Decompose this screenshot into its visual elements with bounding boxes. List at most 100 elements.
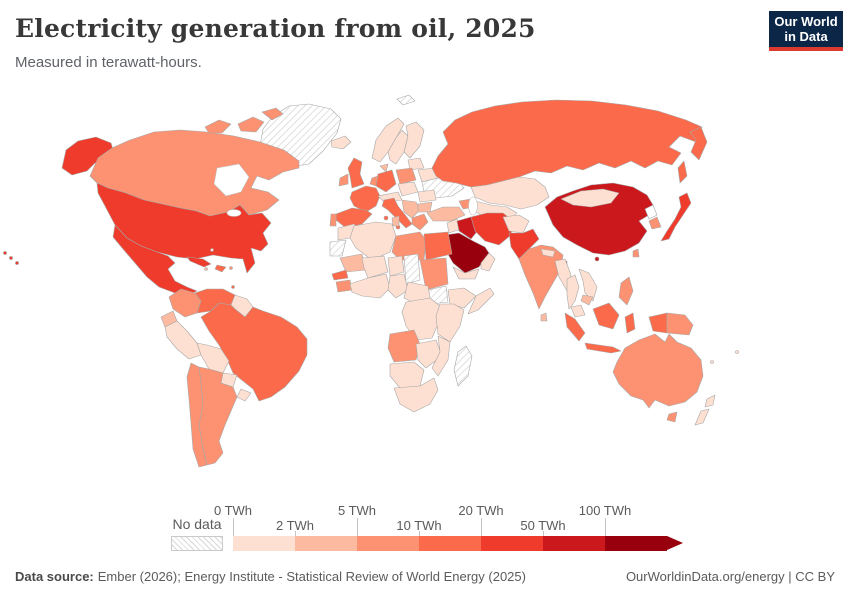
region-indonesia-java[interactable] — [584, 342, 622, 354]
region-cuba[interactable] — [186, 256, 212, 268]
region-papua-new-guinea[interactable] — [666, 312, 694, 336]
region-mozambique[interactable] — [431, 335, 451, 377]
region-nigeria[interactable] — [387, 273, 409, 299]
legend-bin-10-20[interactable] — [419, 536, 481, 551]
region-sakhalin[interactable] — [677, 160, 688, 184]
region-egypt[interactable] — [423, 231, 453, 261]
owid-link[interactable]: OurWorldinData.org/energy | CC BY — [625, 569, 835, 584]
region-cambodia[interactable] — [580, 294, 594, 306]
region-namibia-botswana[interactable] — [389, 361, 425, 389]
region-hispaniola[interactable] — [214, 264, 227, 273]
region-uruguay[interactable] — [236, 388, 252, 402]
region-poland[interactable] — [395, 167, 417, 185]
region-romania[interactable] — [417, 189, 437, 203]
legend-no-data-swatch[interactable] — [171, 536, 223, 551]
legend-bin-20-50[interactable] — [481, 536, 543, 551]
region-iceland[interactable] — [330, 135, 352, 150]
region-india[interactable] — [518, 244, 564, 310]
region-arctic-islands[interactable] — [204, 107, 284, 134]
region-western-sahara[interactable] — [329, 239, 347, 257]
region-madagascar[interactable] — [453, 345, 473, 387]
region-niger[interactable] — [387, 255, 405, 277]
region-uk[interactable] — [347, 157, 365, 189]
owid-logo[interactable]: Our World in Data — [769, 11, 843, 51]
region-turkey[interactable] — [426, 206, 466, 222]
legend-bin-5-10[interactable] — [357, 536, 419, 551]
legend-bin-2-5[interactable] — [295, 536, 357, 551]
region-vietnam-laos[interactable] — [578, 268, 598, 302]
region-west-papua[interactable] — [648, 312, 668, 334]
region-chad[interactable] — [403, 253, 421, 285]
region-czech-hungary[interactable] — [397, 181, 419, 197]
region-tunisia[interactable] — [391, 215, 400, 227]
region-hainan[interactable] — [594, 256, 600, 262]
region-north-korea[interactable] — [644, 204, 658, 220]
region-mali[interactable] — [361, 255, 389, 279]
region-chile[interactable] — [186, 362, 208, 468]
region-zambia[interactable] — [415, 339, 443, 369]
region-indonesia-sumatra[interactable] — [564, 312, 586, 342]
region-new-caledonia[interactable] — [710, 360, 714, 364]
region-finland[interactable] — [403, 121, 425, 159]
region-jamaica[interactable] — [204, 267, 208, 271]
region-sudan[interactable] — [419, 257, 449, 291]
region-yemen[interactable] — [452, 266, 480, 280]
legend-bin-50-100[interactable] — [543, 536, 605, 551]
data-source-text[interactable]: Ember (2026); Energy Institute - Statist… — [97, 569, 526, 584]
region-greece[interactable] — [411, 213, 429, 231]
region-kamchatka[interactable] — [689, 126, 708, 161]
region-south-africa[interactable] — [393, 377, 439, 413]
region-nepal[interactable] — [540, 248, 556, 258]
region-italy[interactable] — [381, 197, 413, 229]
region-bulgaria[interactable] — [417, 201, 433, 213]
region-indonesia-borneo[interactable] — [592, 302, 620, 330]
region-mongolia[interactable] — [560, 188, 620, 208]
region-balkans[interactable] — [401, 199, 421, 219]
region-france[interactable] — [349, 185, 381, 213]
region-thailand[interactable] — [566, 274, 580, 310]
region-angola[interactable] — [387, 329, 421, 363]
region-peru[interactable] — [164, 320, 202, 360]
world-choropleth-map[interactable] — [0, 88, 850, 508]
region-philippines[interactable] — [618, 276, 634, 306]
region-mauritania[interactable] — [339, 253, 367, 273]
region-germany[interactable] — [375, 169, 397, 193]
legend-bin-0-2[interactable] — [233, 536, 295, 551]
region-tasmania[interactable] — [666, 411, 678, 423]
region-trinidad[interactable] — [231, 285, 235, 289]
region-oman[interactable] — [480, 252, 496, 272]
region-spain[interactable] — [335, 207, 373, 229]
region-fiji[interactable] — [735, 350, 739, 354]
region-norway[interactable] — [371, 117, 405, 163]
region-baltics[interactable] — [407, 157, 425, 171]
region-ireland[interactable] — [338, 173, 349, 187]
region-new-zealand-south[interactable] — [694, 408, 710, 426]
region-algeria[interactable] — [349, 221, 397, 261]
region-pakistan[interactable] — [508, 228, 540, 260]
region-sardinia[interactable] — [383, 215, 389, 221]
region-puerto-rico[interactable] — [229, 266, 233, 270]
region-japan[interactable] — [660, 192, 692, 242]
legend-bin-100-plus[interactable] — [605, 536, 667, 551]
region-south-korea[interactable] — [648, 216, 662, 230]
region-russia[interactable] — [431, 99, 703, 188]
region-senegal[interactable] — [331, 269, 349, 281]
region-mexico[interactable] — [112, 224, 198, 296]
region-portugal[interactable] — [329, 213, 337, 227]
region-hawaii[interactable] — [3, 251, 7, 255]
region-drc[interactable] — [401, 297, 441, 341]
region-benelux[interactable] — [369, 175, 379, 187]
region-svalbard[interactable] — [396, 94, 416, 106]
region-taiwan[interactable] — [632, 248, 640, 258]
region-indonesia-sulawesi[interactable] — [624, 312, 636, 334]
region-kazakhstan[interactable] — [470, 176, 550, 210]
region-australia[interactable] — [612, 333, 704, 409]
region-denmark[interactable] — [379, 163, 389, 173]
region-hawaii-2[interactable] — [9, 256, 13, 260]
region-bahamas[interactable] — [210, 248, 214, 252]
region-hawaii-3[interactable] — [15, 261, 19, 265]
region-west-africa[interactable] — [349, 273, 391, 299]
region-east-africa[interactable] — [435, 303, 465, 343]
region-sri-lanka[interactable] — [540, 312, 548, 322]
region-guinea[interactable] — [335, 279, 353, 293]
